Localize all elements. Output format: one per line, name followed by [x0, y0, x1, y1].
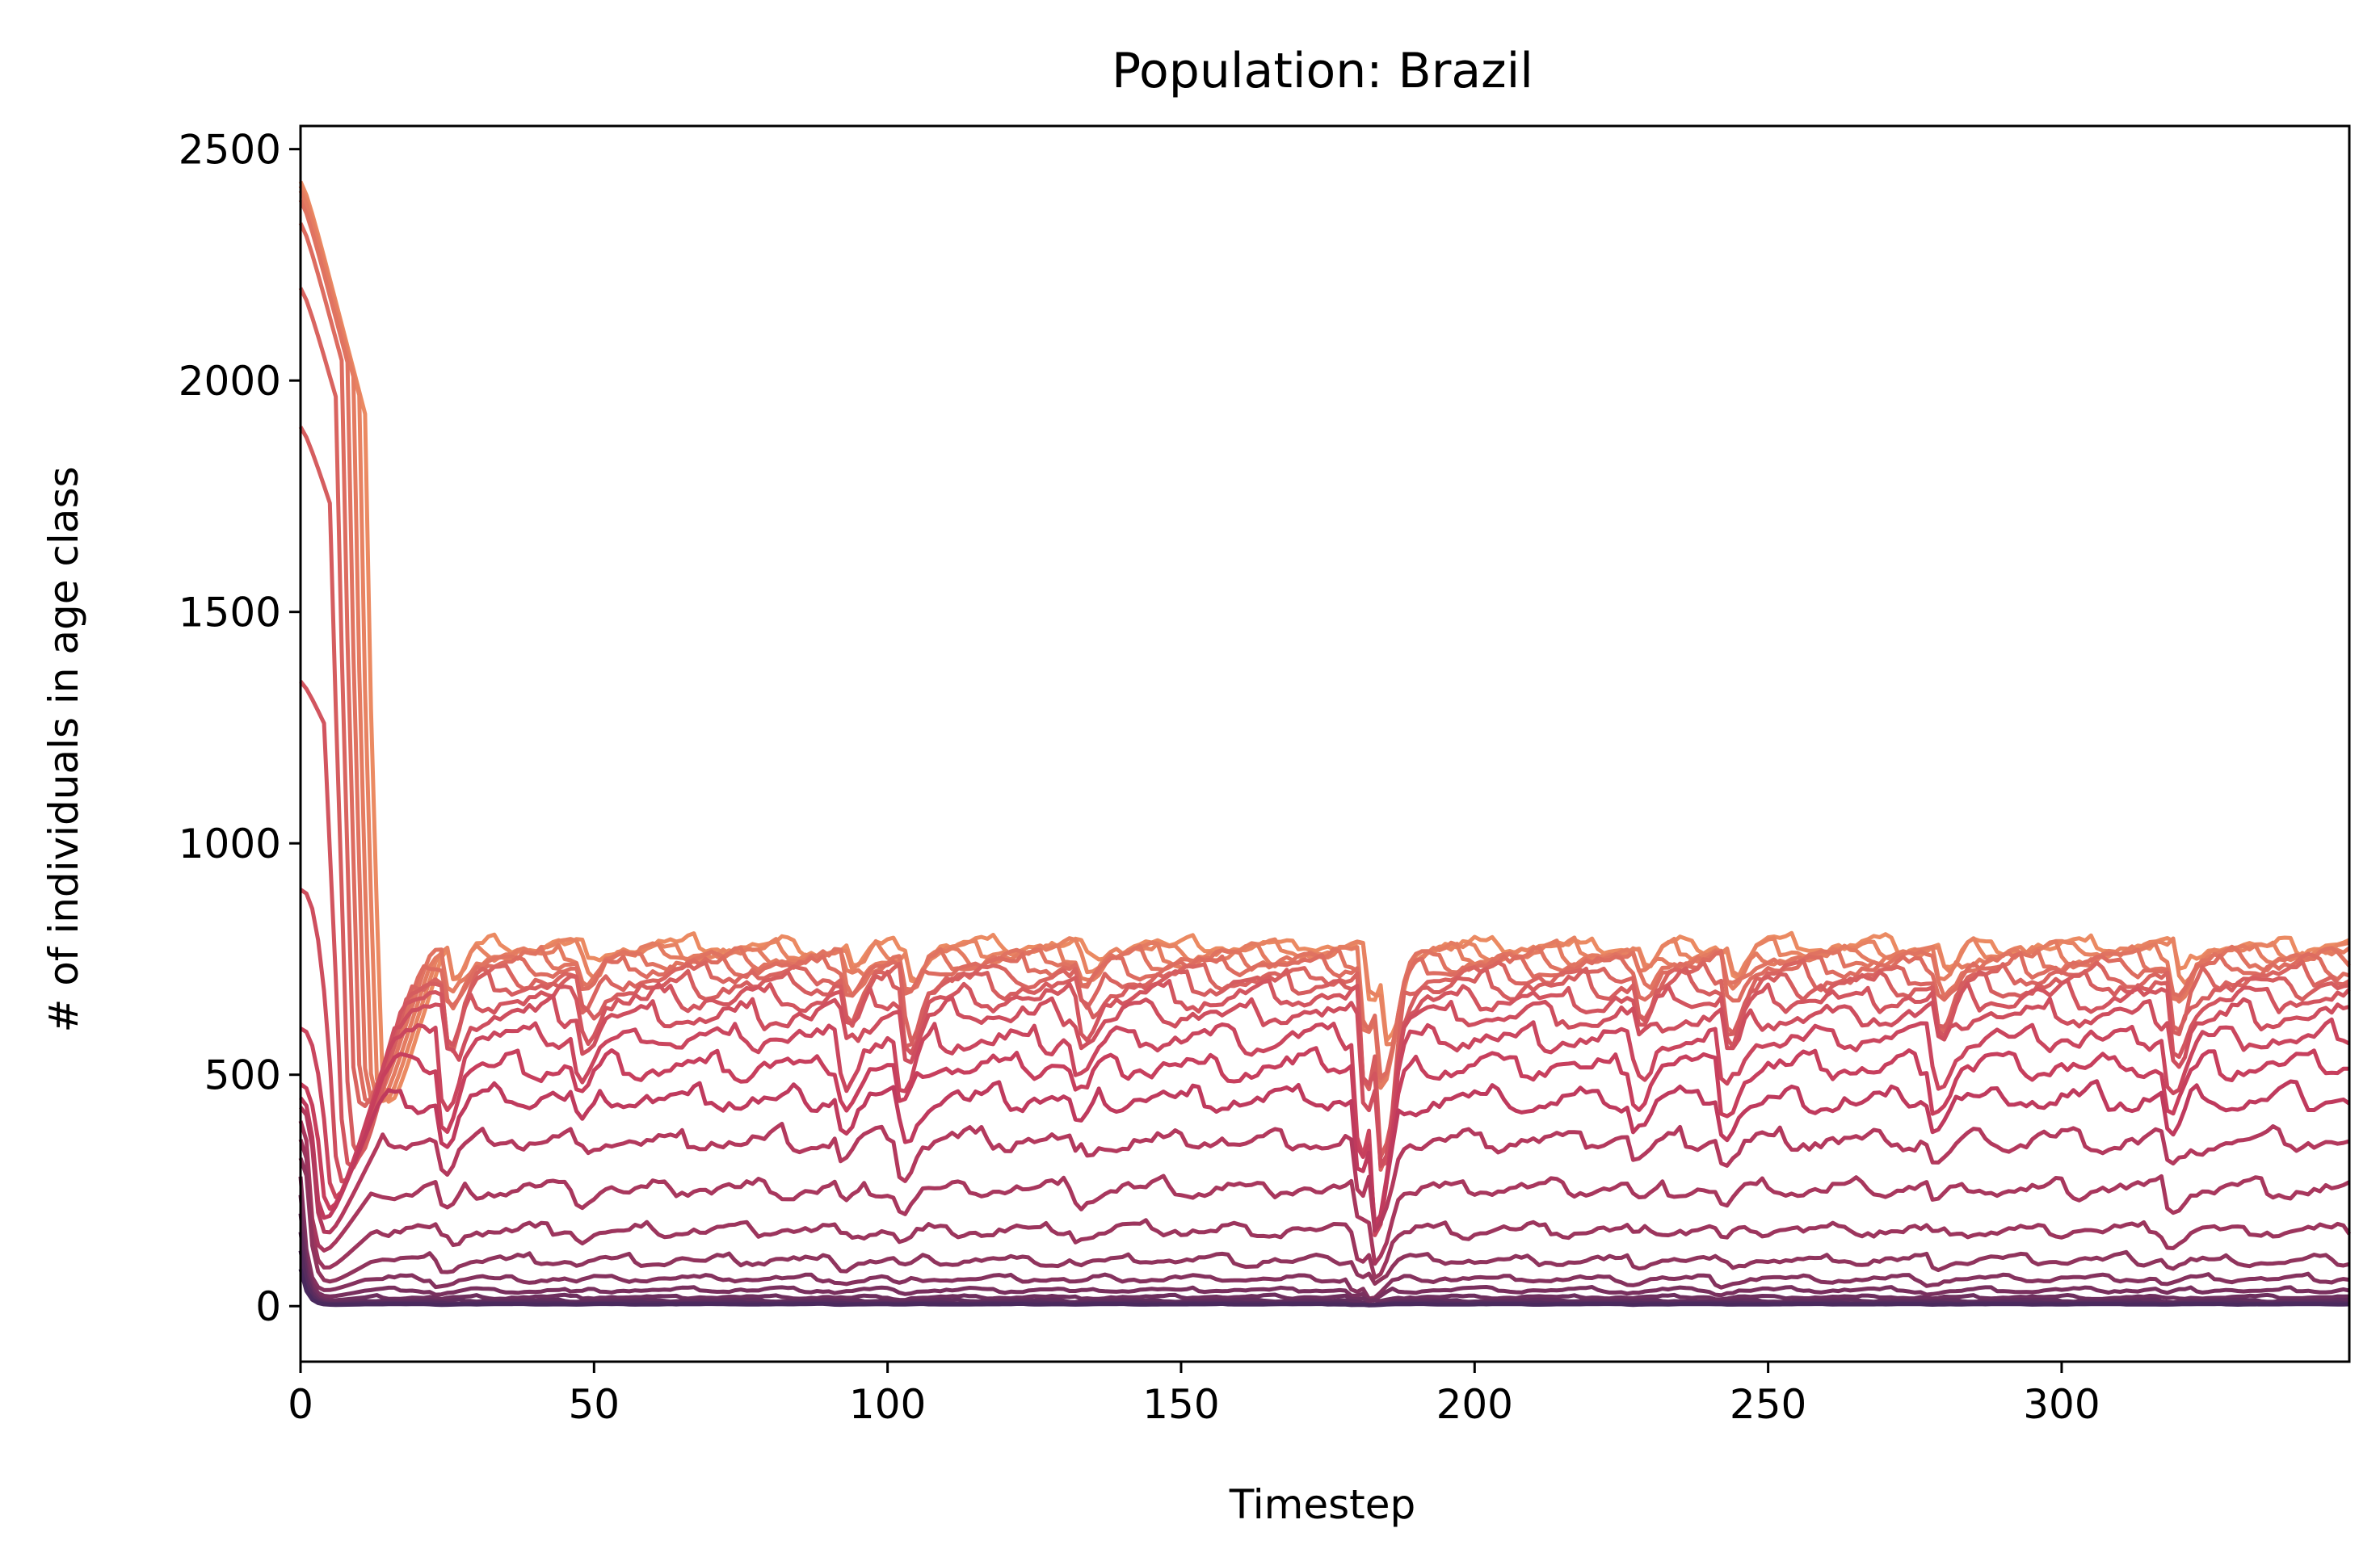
series-line-7 [298, 426, 2350, 1160]
series-line-5 [298, 222, 2350, 1105]
series-line-9 [299, 888, 2350, 1184]
y-axis-ticks: 0 500 1000 1500 2000 2500 [179, 127, 301, 1330]
series-line-16 [298, 1157, 2350, 1286]
series-line-11 [299, 1046, 2349, 1232]
x-tick-label: 250 [1730, 1381, 1806, 1428]
series-line-19 [298, 1213, 2350, 1304]
plot-frame [299, 124, 2351, 1363]
y-tick-label: 1000 [179, 821, 281, 867]
chart-title: Population: Brazil [1112, 43, 1533, 99]
series-line-10 [299, 1017, 2351, 1237]
y-axis-title: # of individuals in age class [40, 466, 87, 1032]
x-tick-label: 0 [288, 1381, 313, 1428]
y-tick-label: 1500 [179, 590, 281, 636]
x-tick-label: 150 [1142, 1381, 1219, 1428]
x-tick-label: 200 [1436, 1381, 1513, 1428]
series-line-13 [298, 1106, 2350, 1235]
series-line-14 [298, 1120, 2351, 1266]
x-tick-label: 50 [569, 1381, 620, 1428]
series-line-22 [298, 1268, 2350, 1308]
y-tick-label: 0 [255, 1283, 281, 1330]
series-line-12 [299, 1079, 2351, 1226]
x-axis-ticks: 0 50 100 150 200 250 300 [288, 1362, 2100, 1428]
x-tick-label: 300 [2023, 1381, 2100, 1428]
series-line-17 [298, 1176, 2350, 1301]
y-tick-label: 2500 [179, 127, 281, 174]
y-tick-label: 2000 [179, 358, 281, 405]
series-line-18 [298, 1194, 2350, 1302]
x-axis-title: Timestep [1229, 1481, 1416, 1528]
y-tick-label: 500 [204, 1052, 281, 1099]
series-line-8 [299, 680, 2351, 1170]
x-tick-label: 100 [849, 1381, 926, 1428]
series-line-6 [298, 287, 2351, 1172]
series-line-15 [298, 1139, 2352, 1280]
series-group [298, 180, 2352, 1308]
